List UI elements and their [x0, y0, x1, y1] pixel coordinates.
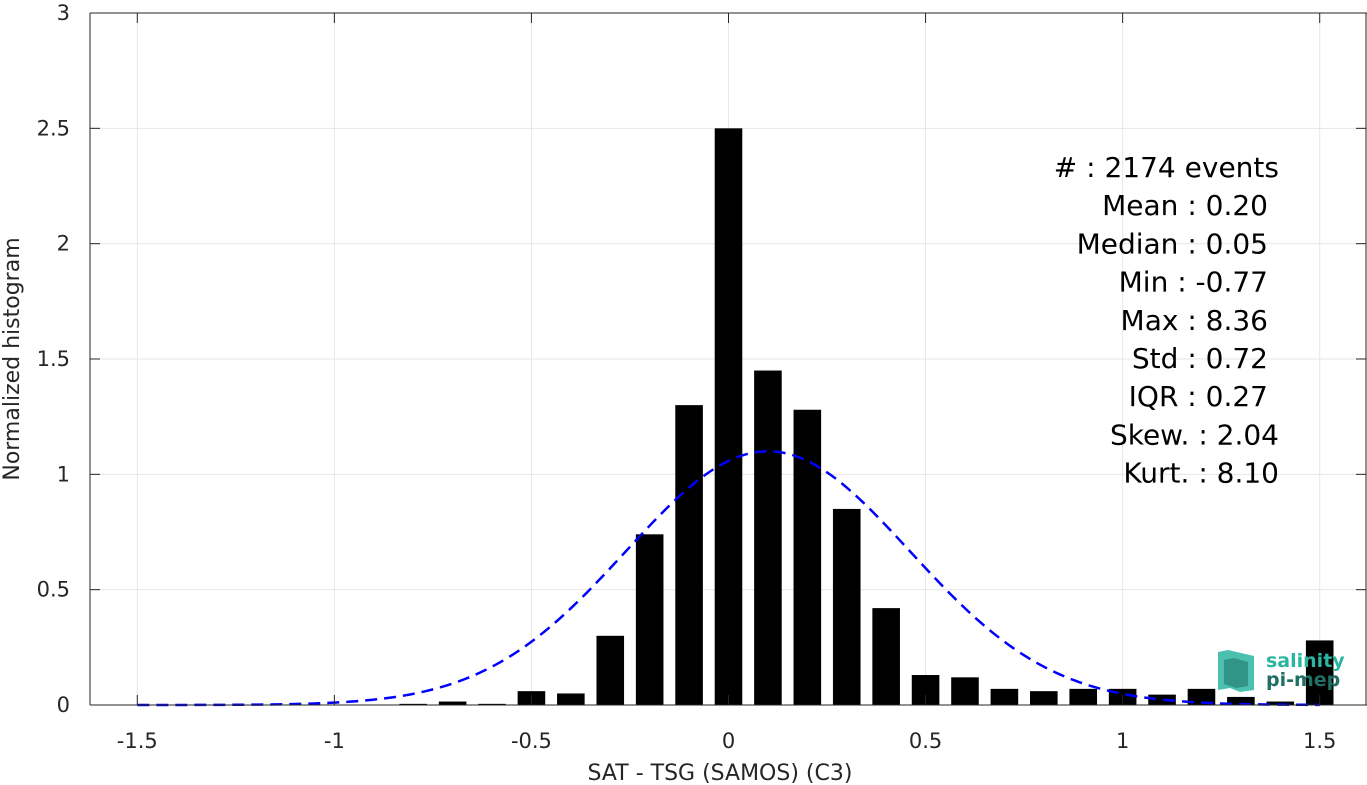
stat-annotation: Kurt. : 8.10: [1123, 457, 1279, 490]
y-tick-label: 0: [57, 693, 70, 717]
x-tick-label: 1.5: [1303, 729, 1336, 753]
histogram-bar: [754, 370, 782, 705]
x-tick-label: 0.5: [909, 729, 942, 753]
histogram-bar: [1187, 688, 1216, 705]
histogram-bar: [832, 508, 861, 705]
histogram-bars: [399, 128, 1334, 706]
histogram-bar: [1148, 694, 1176, 705]
histogram-bar: [675, 405, 703, 705]
histogram-bar: [990, 688, 1019, 705]
histogram-bar: [1266, 701, 1295, 705]
y-tick-label: 2.5: [37, 116, 70, 140]
histogram-bar: [557, 693, 585, 705]
x-tick-label: -1.5: [117, 729, 158, 753]
histogram-bar: [951, 677, 979, 705]
histogram-bar: [793, 409, 822, 705]
stat-annotation: Min : -0.77: [1119, 266, 1268, 299]
statistics-box: # : 2174 events Mean : 0.20 Median : 0.05 M…: [1054, 151, 1279, 490]
y-axis-label: Normalized histogram: [0, 237, 25, 480]
stat-annotation: Max : 8.36: [1121, 304, 1268, 337]
stat-annotation: Mean : 0.20: [1102, 189, 1268, 222]
logo-text-salinity: salinity: [1266, 650, 1345, 672]
stat-annotation: Skew. : 2.04: [1110, 418, 1279, 451]
stat-annotation: # : 2174 events: [1054, 151, 1279, 184]
x-tick-label: 1: [1116, 729, 1129, 753]
stat-annotation: IQR : 0.27: [1129, 380, 1268, 413]
histogram-bar: [1069, 688, 1098, 705]
stat-annotation: Median : 0.05: [1077, 227, 1268, 260]
histogram-bar: [635, 534, 664, 705]
histogram-bar: [1227, 696, 1255, 705]
histogram-bar: [1305, 640, 1334, 705]
logo-wave-inner: [1224, 658, 1248, 688]
y-tick-label: 3: [57, 1, 70, 25]
histogram-bar: [478, 703, 506, 705]
logo-text-pimep: pi-mep: [1266, 669, 1340, 691]
x-tick-label: -0.5: [511, 729, 552, 753]
x-axis-label: SAT - TSG (SAMOS) (C3): [588, 761, 853, 785]
stat-annotation: Std : 0.72: [1132, 342, 1268, 375]
y-tick-label: 0.5: [37, 578, 70, 602]
histogram-bar: [596, 635, 625, 705]
histogram-bar: [438, 701, 467, 705]
salinity-pimep-logo: salinity pi-mep: [1218, 650, 1345, 692]
histogram-bar: [399, 703, 427, 705]
histogram-bar: [714, 128, 743, 706]
x-tick-label: -1: [324, 729, 345, 753]
y-tick-label: 2: [57, 232, 70, 256]
y-tick-label: 1: [57, 462, 70, 486]
axes: [89, 12, 1367, 706]
x-tick-label: 0: [722, 729, 735, 753]
histogram-bar: [872, 608, 900, 705]
histogram-bar: [1030, 691, 1058, 705]
y-tick-label: 1.5: [37, 347, 70, 371]
tick-labels: -1.5 -1 -0.5 0 0.5 1 1.5 0 0.5 1 1.5 2 2.5 3: [37, 1, 1337, 753]
